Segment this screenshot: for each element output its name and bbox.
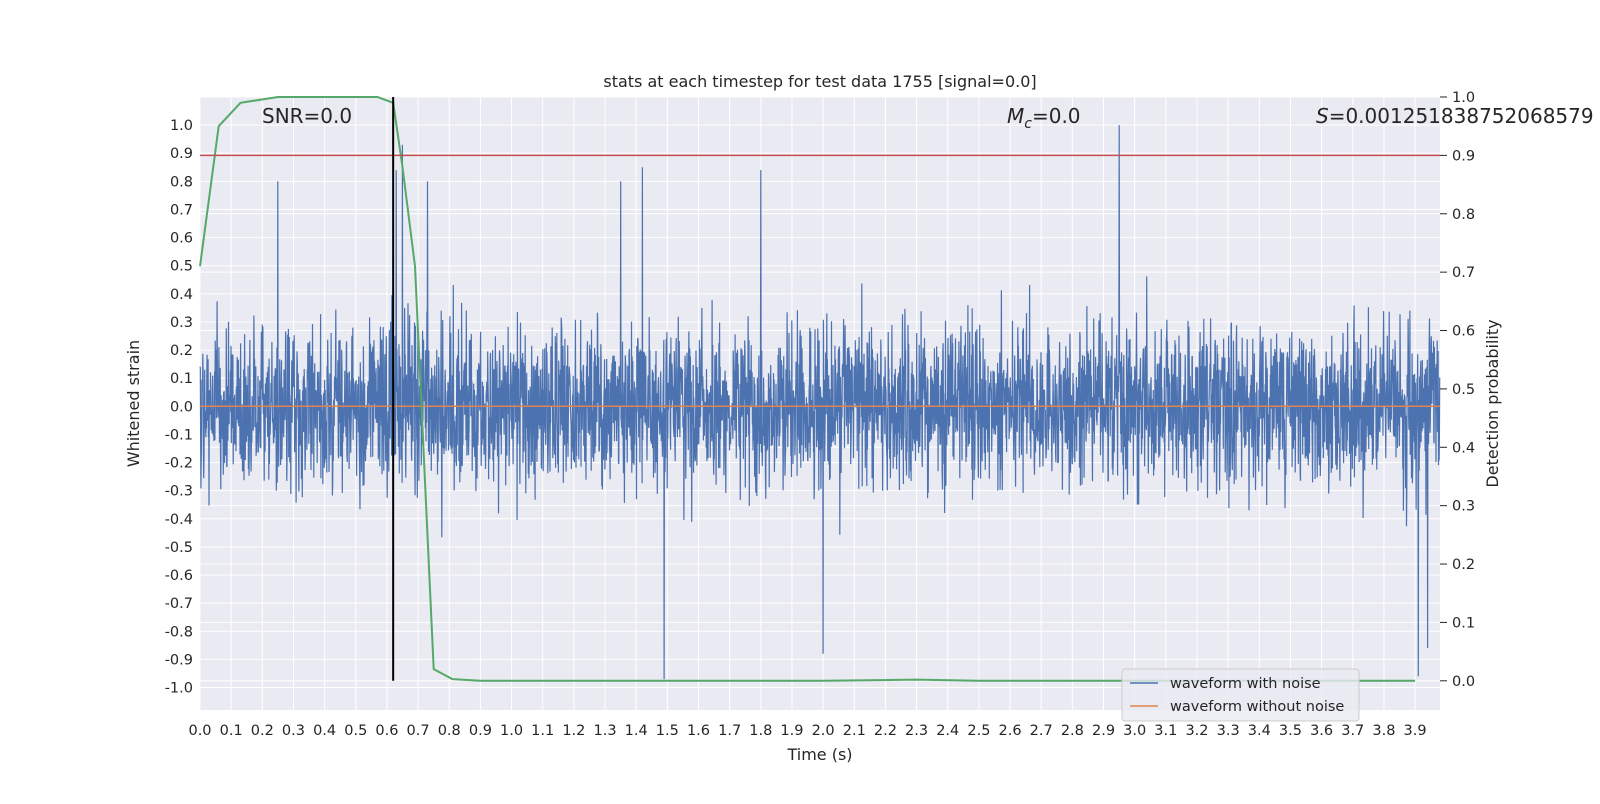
y-tick-label-left: 0.5 [170, 259, 193, 275]
y-tick-label-left: -1.0 [165, 681, 193, 697]
x-tick-label: 2.3 [905, 723, 928, 739]
y-tick-label-left: 0.0 [170, 399, 193, 415]
y-tick-label-left: -0.3 [165, 484, 193, 500]
y-tick-label-left: 0.3 [170, 315, 193, 331]
x-tick-label: 1.6 [687, 723, 710, 739]
annotation-score-value: =0.001251838752068579 [1329, 104, 1594, 128]
x-tick-label: 0.3 [282, 723, 305, 739]
y-tick-label-left: -0.7 [165, 596, 193, 612]
y-tick-label-right: 1.0 [1452, 90, 1475, 106]
x-tick-label: 1.1 [531, 723, 554, 739]
x-tick-label: 0.7 [407, 723, 430, 739]
x-tick-label: 1.5 [656, 723, 679, 739]
annotation-chirp-mass: Mc=0.0 [1007, 104, 1081, 132]
annotation-snr: SNR=0.0 [262, 104, 352, 128]
y-tick-label-left: 0.4 [170, 287, 193, 303]
y-tick-label-right: 0.4 [1452, 440, 1475, 456]
x-tick-label: 2.9 [1092, 723, 1115, 739]
annotation-chirp-mass-symbol: M [1007, 104, 1024, 128]
x-tick-label: 0.1 [220, 723, 243, 739]
y-tick-label-right: 0.5 [1452, 382, 1475, 398]
x-tick-label: 2.1 [843, 723, 866, 739]
x-tick-label: 2.6 [999, 723, 1022, 739]
x-tick-label: 0.4 [313, 723, 336, 739]
x-tick-label: 3.2 [1185, 723, 1208, 739]
waveform-with-noise-line [199, 125, 1441, 680]
y-tick-label-right: 0.2 [1452, 557, 1475, 573]
legend-label-waveform-without-noise: waveform without noise [1170, 699, 1344, 715]
annotation-score: S=0.001251838752068579 [1316, 104, 1594, 128]
series-detection-probability [199, 96, 1416, 682]
x-tick-label: 3.3 [1217, 723, 1240, 739]
x-tick-label: 3.6 [1310, 723, 1333, 739]
legend-box [1121, 668, 1360, 722]
legend: waveform with noise waveform without noi… [1121, 668, 1360, 722]
y-tick-label-left: 0.1 [170, 371, 193, 387]
x-tick-label: 1.2 [562, 723, 585, 739]
x-tick-label: 0.8 [438, 723, 461, 739]
x-tick-label: 2.5 [967, 723, 990, 739]
y-tick-label-left: -0.1 [165, 427, 193, 443]
detection-probability-line [199, 96, 1416, 682]
y-tick-label-left: 0.8 [170, 174, 193, 190]
y-tick-label-left: 0.6 [170, 231, 193, 247]
x-tick-label: 1.3 [593, 723, 616, 739]
x-tick-label: 0.2 [251, 723, 274, 739]
x-tick-label: 2.0 [812, 723, 835, 739]
y-tick-label-left: 1.0 [170, 118, 193, 134]
x-axis-label: Time (s) [786, 745, 852, 764]
x-tick-label: 2.8 [1061, 723, 1084, 739]
y-tick-label-right: 0.1 [1452, 615, 1475, 631]
x-tick-label: 1.9 [780, 723, 803, 739]
x-tick-label: 1.8 [749, 723, 772, 739]
chart-title: stats at each timestep for test data 175… [603, 72, 1036, 91]
series-waveform-with-noise [199, 125, 1441, 680]
x-tick-label: 3.7 [1341, 723, 1364, 739]
y-tick-label-left: -0.6 [165, 568, 193, 584]
annotation-chirp-mass-value: =0.0 [1032, 104, 1081, 128]
y-tick-label-left: 0.9 [170, 146, 193, 162]
y-tick-label-right: 0.7 [1452, 265, 1475, 281]
y-tick-label-right: 0.0 [1452, 674, 1475, 690]
x-tick-label: 1.4 [625, 723, 648, 739]
y-tick-label-right: 0.8 [1452, 207, 1475, 223]
x-tick-label: 3.9 [1404, 723, 1427, 739]
x-tick-label: 0.0 [188, 723, 211, 739]
x-tick-label: 3.0 [1123, 723, 1146, 739]
x-tick-label: 1.7 [718, 723, 741, 739]
y-tick-label-left: 0.7 [170, 202, 193, 218]
x-tick-label: 1.0 [500, 723, 523, 739]
y-tick-label-left: -0.9 [165, 652, 193, 668]
x-tick-label: 3.8 [1372, 723, 1395, 739]
x-tick-label: 0.6 [375, 723, 398, 739]
y-tick-label-left: -0.8 [165, 624, 193, 640]
legend-label-waveform-with-noise: waveform with noise [1170, 676, 1321, 692]
tick-labels: 0.0 0.1 0.2 0.3 0.4 0.5 0.6 0.7 0.8 0.9 1.0 1.1 1.2 1… [165, 90, 1475, 739]
x-tick-label: 3.4 [1248, 723, 1271, 739]
x-tick-label: 2.2 [874, 723, 897, 739]
x-tick-label: 0.5 [344, 723, 367, 739]
x-tick-label: 2.4 [936, 723, 959, 739]
y-axis-label-right: Detection probability [1483, 319, 1502, 487]
y-tick-label-left: 0.2 [170, 343, 193, 359]
x-tick-label: 3.1 [1154, 723, 1177, 739]
annotation-score-symbol: S [1316, 104, 1329, 128]
y-tick-label-left: -0.5 [165, 540, 193, 556]
y-tick-label-left: -0.2 [165, 456, 193, 472]
y-tick-label-right: 0.6 [1452, 324, 1475, 340]
y-tick-label-right: 0.9 [1452, 148, 1475, 164]
x-tick-label: 0.9 [469, 723, 492, 739]
annotation-chirp-mass-subscript: c [1024, 116, 1032, 132]
y-axis-label-left: Whitened strain [124, 340, 143, 467]
y-tick-label-left: -0.4 [165, 512, 193, 528]
x-tick-label: 2.7 [1030, 723, 1053, 739]
reference-lines [200, 97, 1440, 681]
y-tick-label-right: 0.3 [1452, 499, 1475, 515]
x-tick-label: 3.5 [1279, 723, 1302, 739]
